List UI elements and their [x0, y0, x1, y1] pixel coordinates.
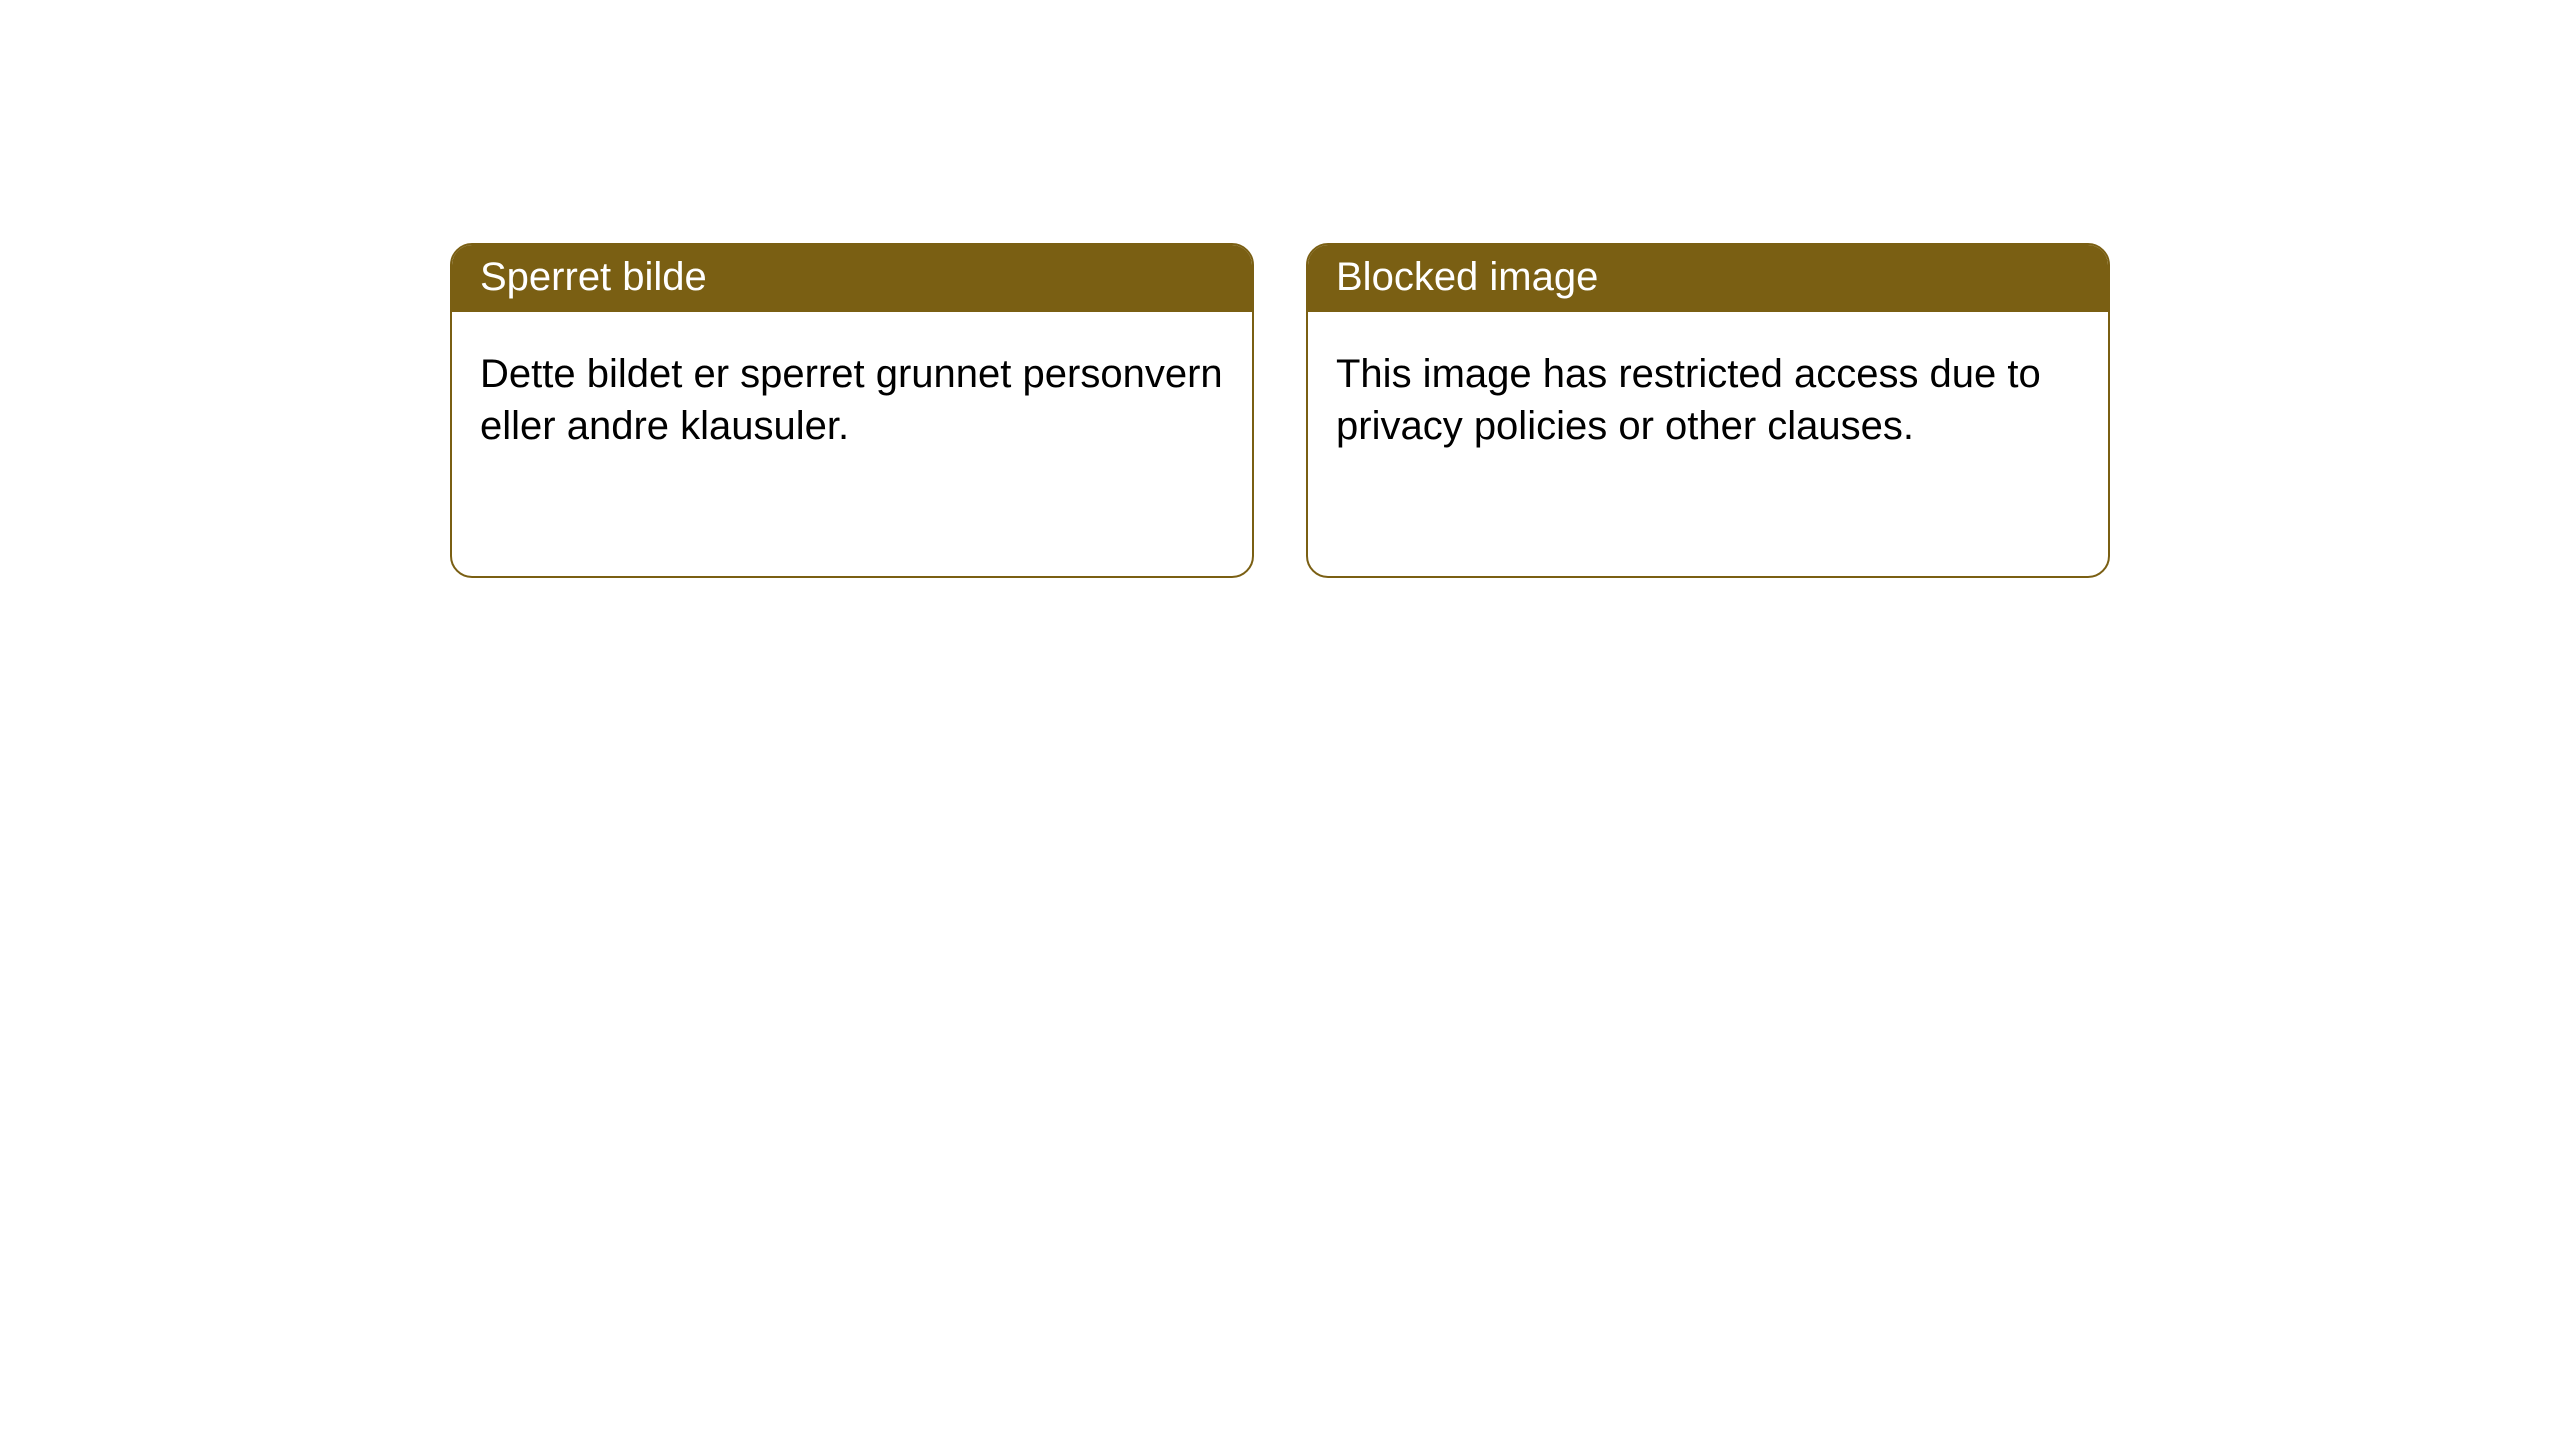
notice-cards-row: Sperret bilde Dette bildet er sperret gr…	[450, 243, 2110, 578]
card-title: Blocked image	[1308, 245, 2108, 312]
card-title: Sperret bilde	[452, 245, 1252, 312]
blocked-image-card-en: Blocked image This image has restricted …	[1306, 243, 2110, 578]
blocked-image-card-no: Sperret bilde Dette bildet er sperret gr…	[450, 243, 1254, 578]
card-body-text: This image has restricted access due to …	[1308, 312, 2108, 488]
card-body-text: Dette bildet er sperret grunnet personve…	[452, 312, 1252, 488]
